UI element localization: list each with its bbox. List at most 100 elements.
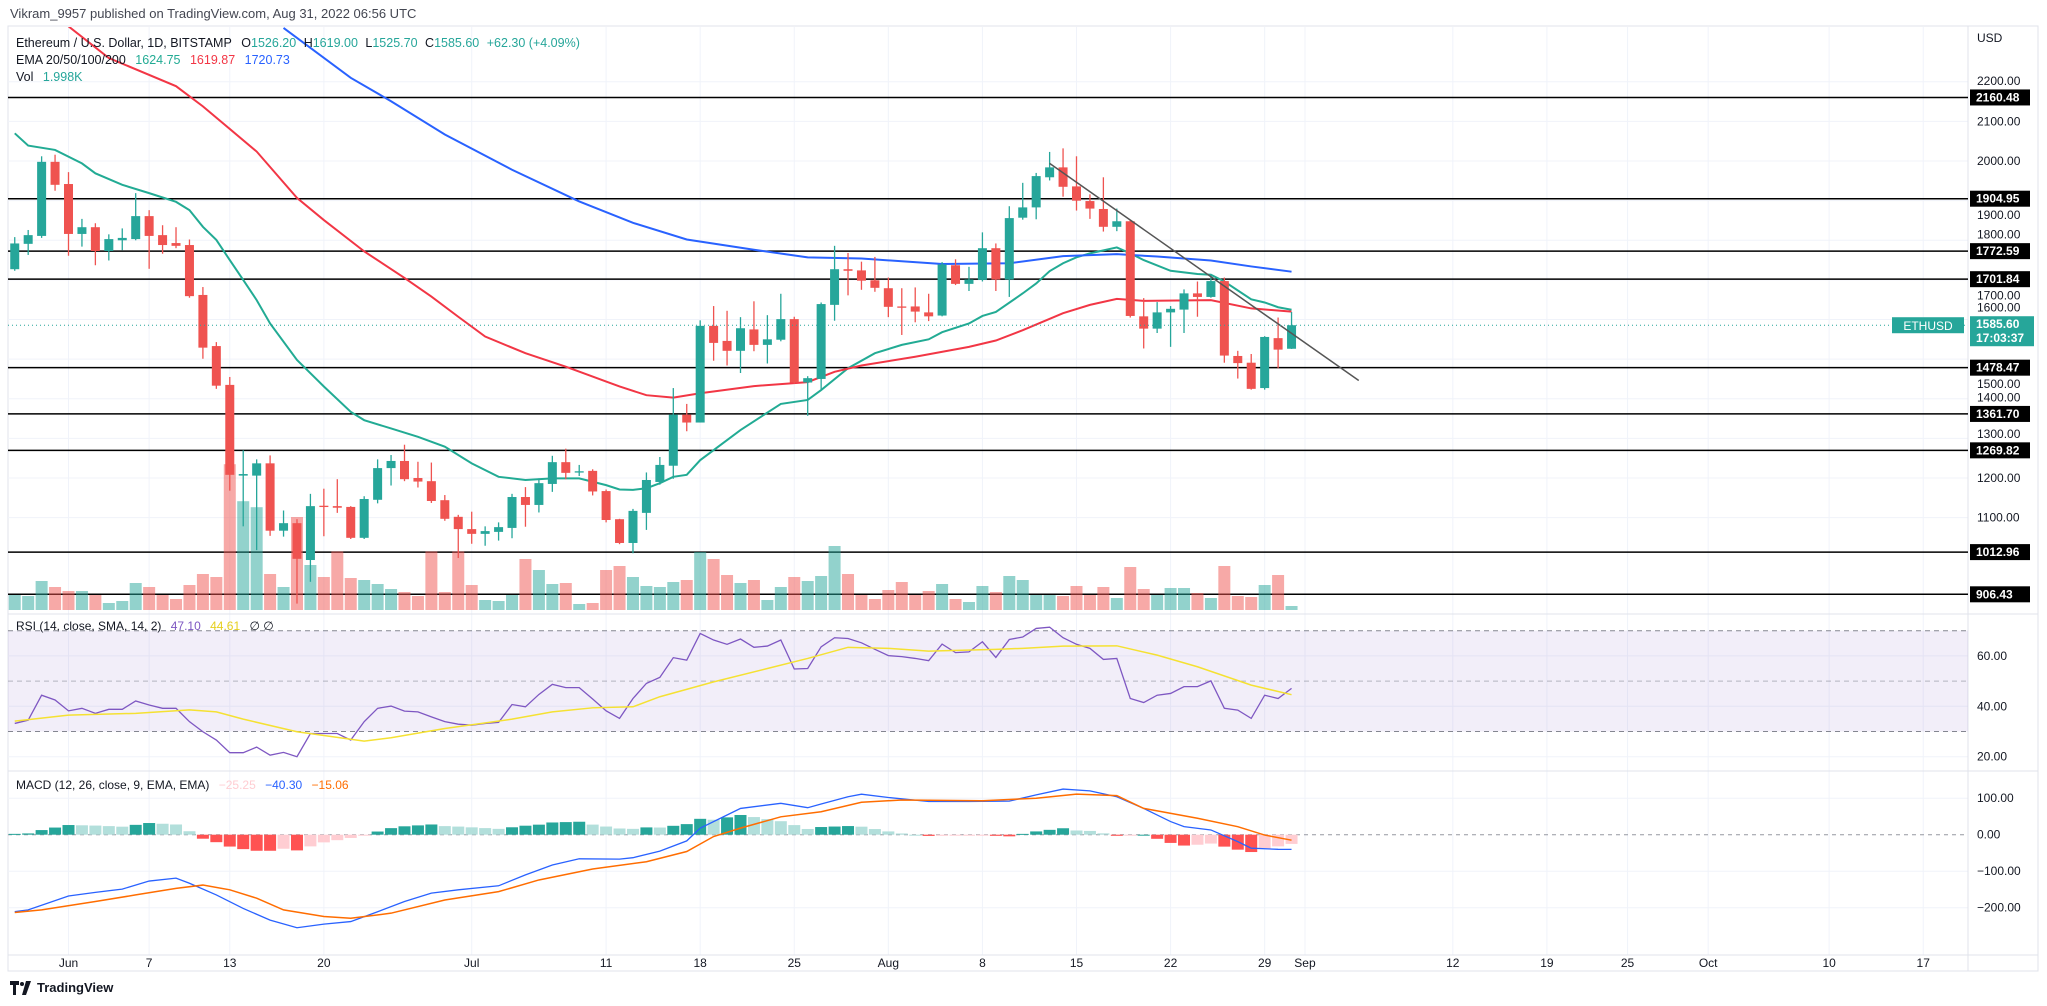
candle-body bbox=[440, 500, 450, 519]
ema50-value: 1619.87 bbox=[189, 53, 236, 67]
volume-bar bbox=[573, 604, 586, 610]
candle-body bbox=[238, 474, 248, 476]
candle-body bbox=[359, 498, 369, 538]
volume-bar bbox=[1057, 596, 1070, 610]
volume-bar bbox=[600, 570, 613, 610]
candle bbox=[856, 261, 866, 290]
candle-body bbox=[695, 325, 705, 423]
volume-bar bbox=[855, 595, 868, 610]
candle-body bbox=[77, 227, 87, 234]
macd-histogram-bar bbox=[1137, 834, 1150, 836]
candle bbox=[951, 259, 961, 286]
volume-bar bbox=[143, 587, 156, 610]
candle bbox=[467, 511, 477, 544]
level-price-label: 1361.70 bbox=[1976, 407, 2020, 421]
volume-bar bbox=[344, 578, 357, 610]
candle bbox=[64, 172, 73, 256]
volume-bar bbox=[89, 595, 102, 610]
rsi-legend[interactable]: RSI (14, close, SMA, 14, 2) 47.10 44.61 … bbox=[16, 619, 280, 633]
volume-bar bbox=[909, 595, 922, 610]
candle-body bbox=[171, 243, 181, 246]
candle bbox=[1072, 156, 1081, 211]
volume-bar bbox=[788, 577, 801, 610]
candle bbox=[37, 156, 47, 238]
candle-body bbox=[467, 529, 477, 534]
macd-histogram-bar bbox=[358, 834, 371, 836]
candle bbox=[359, 496, 369, 540]
candle-body bbox=[1260, 336, 1270, 389]
volume-bar bbox=[425, 551, 438, 610]
candle bbox=[991, 243, 1001, 291]
candle-body bbox=[534, 483, 544, 505]
tradingview-logo[interactable]: TradingView bbox=[10, 980, 113, 995]
candle-body bbox=[265, 463, 275, 531]
macd-histogram-bar bbox=[35, 830, 48, 835]
macd-histogram-bar bbox=[22, 833, 35, 835]
candle-body bbox=[830, 269, 840, 305]
volume-bar bbox=[371, 584, 384, 610]
change-value: +62.30 (+4.09%) bbox=[486, 36, 580, 50]
volume-bar bbox=[1124, 567, 1137, 610]
macd-histogram-bar bbox=[1043, 829, 1056, 835]
candle bbox=[709, 306, 719, 361]
trendline[interactable] bbox=[1049, 162, 1360, 382]
volume-legend[interactable]: Vol 1.998K bbox=[16, 70, 89, 84]
candle-body bbox=[386, 460, 396, 469]
candle bbox=[1192, 281, 1202, 317]
last-price-tag bbox=[1970, 316, 2034, 347]
trendline[interactable] bbox=[1049, 162, 1360, 382]
symbol-title[interactable]: Ethereum / U.S. Dollar, 1D, BITSTAMP bbox=[16, 36, 232, 50]
candle bbox=[870, 256, 880, 292]
volume-bar bbox=[842, 574, 855, 610]
candle-body bbox=[668, 414, 678, 466]
symbol-legend: Ethereum / U.S. Dollar, 1D, BITSTAMP O15… bbox=[16, 36, 584, 50]
ema-legend[interactable]: EMA 20/50/100/200 1624.75 1619.87 1720.7… bbox=[16, 53, 296, 67]
macd-histogram-bar bbox=[909, 834, 922, 836]
candle bbox=[1166, 306, 1176, 347]
macd-histogram-bar bbox=[667, 825, 680, 835]
candle bbox=[211, 342, 221, 389]
volume-bar bbox=[49, 587, 62, 610]
macd-histogram-bar bbox=[290, 834, 303, 851]
candle-body bbox=[574, 471, 584, 473]
candle bbox=[1125, 220, 1135, 318]
macd-histogram-bar bbox=[1070, 830, 1083, 835]
candle-body bbox=[1018, 207, 1028, 218]
macd-value: −40.30 bbox=[265, 778, 303, 792]
macd-legend[interactable]: MACD (12, 26, close, 9, EMA, EMA) −25.25… bbox=[16, 778, 355, 792]
candle bbox=[520, 487, 530, 527]
level-price-tag bbox=[1970, 89, 2030, 106]
candle bbox=[816, 302, 826, 390]
candle bbox=[1112, 208, 1122, 232]
volume-bar bbox=[492, 601, 505, 610]
candle bbox=[50, 154, 60, 191]
candle-body bbox=[1179, 293, 1189, 310]
macd-histogram-bar bbox=[626, 828, 639, 835]
candle-body bbox=[937, 264, 947, 316]
volume-bar bbox=[75, 591, 88, 610]
candle-body bbox=[910, 306, 920, 312]
macd-histogram-bar bbox=[479, 828, 492, 835]
volume-bar bbox=[895, 582, 908, 610]
candle bbox=[762, 315, 772, 364]
candle-body bbox=[413, 478, 423, 482]
macd-histogram-bar bbox=[1178, 834, 1191, 846]
candle-body bbox=[749, 329, 759, 345]
volume-bar bbox=[747, 580, 760, 610]
macd-tick-label: −200.00 bbox=[1977, 901, 2021, 915]
rsi-tick-label: 60.00 bbox=[1977, 649, 2007, 663]
rsi-band bbox=[8, 630, 1968, 732]
candle bbox=[588, 469, 598, 496]
volume-bar bbox=[801, 581, 814, 610]
volume-bar bbox=[1178, 588, 1191, 610]
candle-body bbox=[292, 523, 302, 559]
macd-histogram-bar bbox=[62, 825, 75, 835]
macd-histogram-bar bbox=[989, 834, 1002, 836]
macd-histogram-bar bbox=[277, 834, 290, 849]
level-price-label: 1701.84 bbox=[1976, 272, 2020, 286]
volume-bar bbox=[1272, 575, 1285, 610]
volume-bar bbox=[1231, 596, 1244, 610]
volume-bar bbox=[1245, 597, 1258, 610]
date-tick-label: 12 bbox=[1446, 956, 1460, 970]
